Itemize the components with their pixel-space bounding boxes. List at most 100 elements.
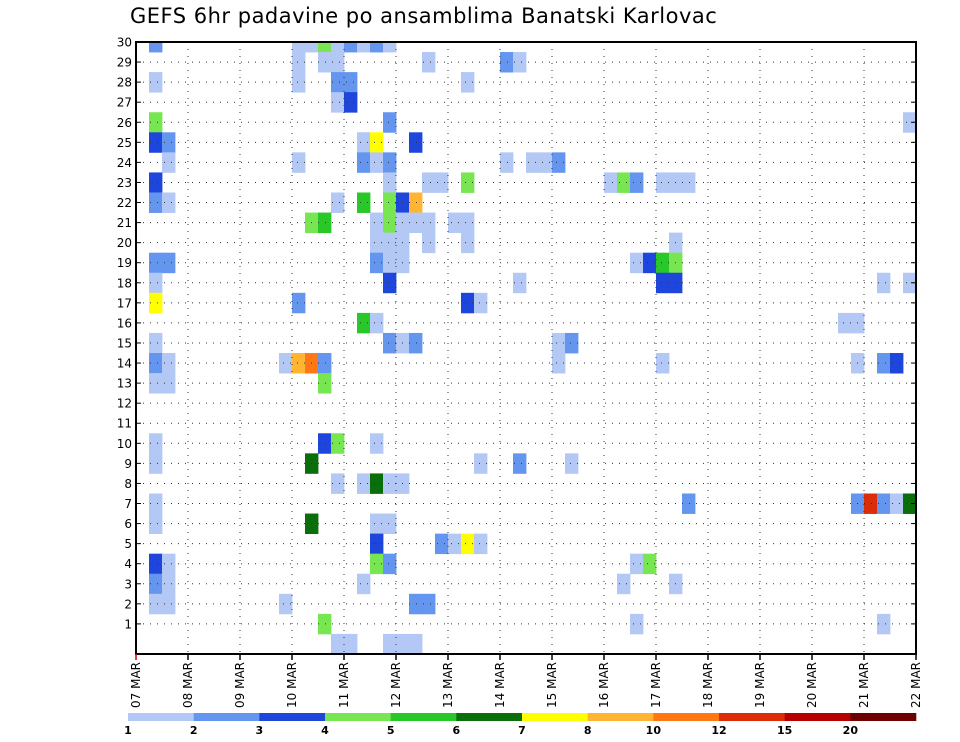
- y-tick-label: 28: [117, 76, 132, 90]
- heatmap-cell: [461, 533, 475, 555]
- x-tick-label: 09 MAR: [233, 662, 247, 708]
- y-tick-label: 18: [117, 276, 132, 290]
- heatmap-cell: [162, 593, 176, 615]
- colorbar-tick-label: 12: [711, 724, 726, 737]
- heatmap-cell: [422, 172, 436, 193]
- x-axis: 07 MAR 08 MAR 09 MAR 10 MAR 11 MAR 12 MAR 13 M…: [129, 654, 923, 708]
- heatmap-cell: [383, 473, 397, 494]
- chart-title: GEFS 6hr padavine po ansamblima Banatski…: [130, 4, 718, 28]
- colorbar-swatch: [719, 713, 785, 721]
- heatmap-cell: [890, 493, 904, 514]
- colorbar-tick-label: 5: [387, 724, 395, 737]
- heatmap-cell: [331, 92, 345, 113]
- heatmap-cell: [162, 252, 176, 274]
- heatmap-cell: [448, 533, 462, 555]
- heatmap-cell: [292, 292, 306, 314]
- colorbar-tick-label: 15: [777, 724, 792, 737]
- heatmap-cell: [149, 42, 163, 53]
- heatmap-cell: [357, 312, 371, 334]
- heatmap-cell: [513, 272, 527, 294]
- heatmap-cell: [383, 252, 397, 274]
- heatmap-cell: [149, 172, 163, 193]
- heatmap-cell: [149, 373, 163, 394]
- heatmap-cell: [383, 212, 397, 234]
- y-tick-label: 29: [117, 56, 132, 70]
- y-tick-label: 3: [124, 577, 132, 591]
- heatmap-cell: [838, 312, 852, 334]
- heatmap-cell: [409, 212, 423, 234]
- heatmap-cell: [162, 192, 176, 213]
- heatmap-cell: [409, 633, 423, 655]
- y-tick-label: 30: [117, 36, 132, 50]
- heatmap-cell: [331, 42, 345, 53]
- y-tick-label: 1: [124, 617, 132, 631]
- colorbar-swatch: [259, 713, 326, 721]
- heatmap-cell: [630, 172, 644, 193]
- heatmap-cell: [292, 152, 306, 173]
- heatmap-cell: [370, 513, 384, 535]
- heatmap-cell: [149, 112, 163, 133]
- heatmap-cell: [565, 332, 579, 354]
- colorbar-tick-label: 4: [321, 724, 329, 737]
- colorbar-tick-label: 1: [124, 724, 132, 737]
- heatmap-cell: [500, 52, 514, 73]
- colorbar-swatch: [587, 713, 654, 721]
- heatmap-cell: [422, 593, 436, 615]
- heatmap-cell: [383, 192, 397, 213]
- x-tick-label: 22 MAR: [909, 662, 923, 708]
- heatmap-cell: [409, 192, 423, 213]
- x-tick-label: 15 MAR: [545, 662, 559, 708]
- heatmap-cell: [292, 52, 306, 73]
- y-tick-label: 2: [124, 597, 132, 611]
- heatmap-cell: [552, 152, 566, 173]
- heatmap-cell: [357, 152, 371, 173]
- y-tick-label: 8: [124, 477, 132, 491]
- heatmap-cell: [422, 232, 436, 254]
- heatmap-cell: [149, 272, 163, 294]
- y-tick-label: 16: [117, 316, 132, 330]
- heatmap-cell: [149, 493, 163, 514]
- colorbar-swatch: [193, 713, 260, 721]
- heatmap-cell: [682, 172, 696, 193]
- heatmap-cell: [474, 533, 488, 555]
- heatmap-cell: [474, 292, 488, 314]
- x-tick-label: 19 MAR: [753, 662, 767, 708]
- heatmap-cell: [370, 473, 384, 494]
- y-tick-label: 27: [117, 96, 132, 110]
- heatmap-cell: [461, 292, 475, 314]
- heatmap-cell: [513, 453, 527, 474]
- heatmap-cell: [331, 72, 345, 93]
- heatmap-cell: [877, 493, 891, 514]
- colorbar-swatch: [128, 713, 194, 721]
- heatmap-cell: [877, 272, 891, 294]
- heatmap-cell: [149, 252, 163, 274]
- x-tick-label: 16 MAR: [597, 662, 611, 708]
- heatmap-cell: [318, 52, 332, 73]
- y-tick-label: 13: [117, 377, 132, 391]
- colorbar-swatch: [456, 713, 523, 721]
- colorbar-tick-label: 10: [646, 724, 662, 737]
- heatmap-cell: [370, 533, 384, 555]
- heatmap-cell: [331, 473, 345, 494]
- heatmap-cell: [279, 353, 293, 374]
- heatmap-cell: [162, 353, 176, 374]
- heatmap-cell: [357, 573, 371, 595]
- y-tick-label: 15: [117, 336, 132, 350]
- heatmap-cell: [292, 353, 306, 374]
- heatmap-cell: [435, 533, 449, 555]
- heatmap-cell: [318, 42, 332, 53]
- heatmap-cell: [539, 152, 553, 173]
- heatmap-cell: [370, 252, 384, 274]
- heatmap-cell: [162, 132, 176, 153]
- x-tick-label: 20 MAR: [805, 662, 819, 708]
- x-tick-label: 12 MAR: [389, 662, 403, 708]
- x-tick-label: 08 MAR: [181, 662, 195, 708]
- y-tick-label: 7: [124, 497, 132, 511]
- colorbar: 1 2 3 4 5 6 7 8 10 12 15 20: [124, 713, 917, 737]
- heatmap-cell: [682, 493, 696, 514]
- heatmap-cell: [357, 473, 371, 494]
- heatmap-cell: [370, 212, 384, 234]
- heatmap-cell: [383, 42, 397, 53]
- heatmap-cell: [617, 573, 631, 595]
